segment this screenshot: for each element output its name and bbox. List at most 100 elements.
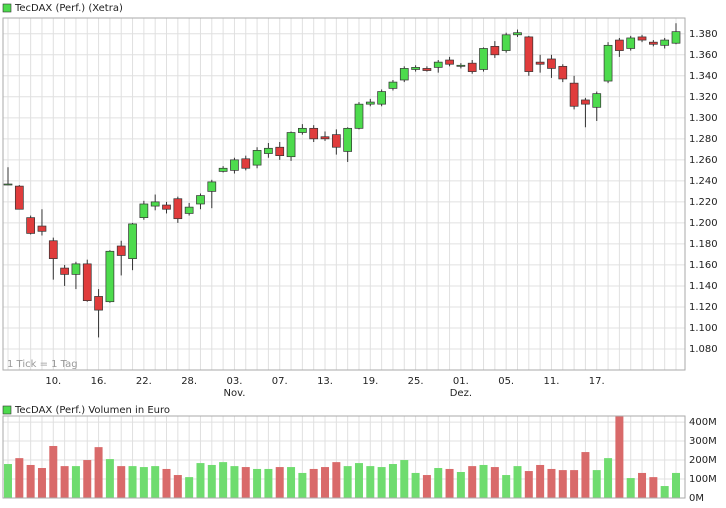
volume-bar [4, 464, 12, 498]
volume-bar [83, 460, 92, 498]
y-tick-label: 1.160 [689, 260, 718, 271]
candle-body [48, 240, 58, 259]
x-tick-label: 22. [136, 376, 152, 387]
candle-body [264, 147, 273, 154]
candle-body [467, 62, 477, 72]
candle-body [252, 150, 262, 166]
volume-bar [332, 462, 341, 498]
volume-bar [264, 468, 273, 498]
volume-bar [15, 458, 24, 498]
candle-body [173, 198, 183, 220]
x-tick-label: 25. [408, 376, 424, 387]
x-tick-label: 01. [453, 376, 469, 387]
candle-body [649, 41, 658, 45]
candle-body [150, 201, 160, 207]
candle-body [671, 31, 681, 44]
volume-bar [309, 468, 318, 498]
candle-body [377, 91, 386, 105]
candle-body [105, 250, 115, 303]
volume-bar [422, 475, 431, 498]
volume-bar [94, 447, 103, 498]
candle-body [354, 103, 364, 129]
volume-bar [343, 466, 352, 498]
candle-body [309, 127, 319, 140]
volume-bar [592, 470, 601, 498]
volume-bar [230, 466, 239, 498]
volume-bar [196, 463, 205, 498]
candle-body [3, 183, 13, 186]
candle-body [456, 64, 466, 67]
plot-area [2, 17, 686, 371]
candle-body [603, 44, 613, 82]
plot-frame [2, 17, 686, 371]
y-tick-label: 1.220 [689, 197, 718, 208]
volume-bar [37, 468, 46, 498]
legend-swatch [2, 3, 12, 13]
volume-bar [173, 475, 182, 498]
volume-bar [638, 472, 647, 498]
candle-body [26, 217, 35, 234]
candle-body [569, 82, 579, 107]
candle-body [445, 59, 454, 65]
x-tick-label: 28. [181, 376, 197, 387]
candle-body [501, 34, 511, 51]
candle-body [184, 206, 194, 214]
volume-bar [139, 467, 148, 498]
candle-body [82, 263, 92, 302]
y-tick-label: 100M [689, 474, 717, 485]
candle-body [331, 134, 341, 148]
candle-body [343, 127, 353, 152]
volume-bar [354, 463, 363, 498]
candle-body [626, 37, 636, 49]
candle-body [479, 48, 488, 70]
candle-body [592, 93, 602, 108]
candle-body [581, 99, 590, 105]
volume-bar [207, 464, 216, 498]
y-tick-label: 1.200 [689, 218, 718, 229]
y-tick-label: 1.260 [689, 155, 718, 166]
candle-body [196, 195, 205, 205]
y-tick-label: 1.280 [689, 134, 718, 145]
volume-bar [445, 468, 454, 498]
volume-bar [117, 466, 126, 498]
volume-bar [377, 467, 386, 498]
volume-bar [71, 466, 80, 498]
y-tick-label: 1.080 [689, 344, 718, 355]
candle-body [71, 263, 81, 275]
candle-body [207, 181, 217, 192]
volume-bar [388, 464, 397, 498]
volume-bar [105, 459, 114, 498]
panel-title: TecDAX (Perf.) (Xetra) [14, 3, 123, 14]
y-tick-label: 1.100 [689, 323, 718, 334]
volume-bar [241, 467, 250, 498]
x-tick-label: 07. [272, 376, 288, 387]
y-tick-label: 200M [689, 455, 717, 466]
volume-bar [287, 467, 296, 498]
y-tick-label: 0M [689, 493, 704, 504]
y-tick-label: 1.180 [689, 239, 718, 250]
candle-body [60, 267, 69, 275]
candle-body [298, 127, 307, 133]
x-tick-label: 19. [362, 376, 378, 387]
volume-bar [547, 468, 556, 498]
x-tick-label: 03. [226, 376, 242, 387]
annotation: 1 Tick = 1 Tag [7, 359, 78, 370]
y-tick-label: 1.140 [689, 281, 718, 292]
volume-bar [456, 471, 465, 498]
volume-bar [672, 472, 680, 498]
x-tick-label: 05. [498, 376, 514, 387]
y-tick-label: 1.240 [689, 176, 718, 187]
candle-body [388, 81, 398, 89]
volume-bar [570, 470, 579, 498]
candle-body [230, 159, 239, 171]
candle-body [128, 223, 137, 259]
legend-swatch [2, 405, 12, 415]
candle-body [116, 245, 126, 256]
volume-bar [660, 486, 669, 498]
x-tick-label: 17. [589, 376, 605, 387]
volume-bar [536, 464, 545, 498]
plot-frame [2, 415, 686, 499]
volume-bar [49, 445, 58, 498]
y-tick-label: 1.300 [689, 113, 718, 124]
volume-bar [275, 467, 284, 498]
